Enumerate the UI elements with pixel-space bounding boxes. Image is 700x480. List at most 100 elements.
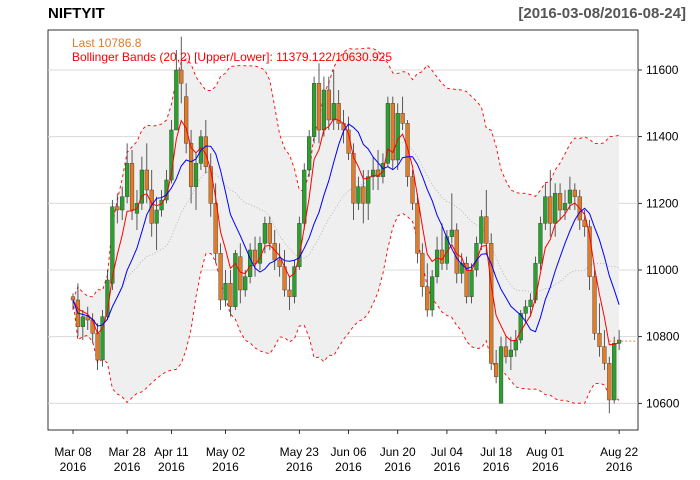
candle-body: [612, 343, 617, 401]
candle-body: [331, 103, 336, 121]
y-tick-label: 10800: [646, 330, 680, 344]
candle-body: [213, 203, 218, 254]
candle-body: [125, 163, 130, 197]
candle-body: [302, 169, 307, 224]
x-tick-year: 2016: [286, 460, 313, 474]
candle-body: [548, 196, 553, 224]
candle-body: [267, 223, 272, 244]
x-tick-year: 2016: [114, 460, 141, 474]
candle-body: [523, 306, 528, 314]
candle-body: [139, 169, 144, 204]
candle-body: [351, 153, 356, 204]
candle-body: [366, 176, 371, 204]
candle-body: [243, 276, 248, 291]
candles: [70, 36, 622, 414]
candle-body: [449, 229, 454, 237]
candle-body: [597, 333, 602, 347]
x-tick-year: 2016: [212, 460, 239, 474]
candle-body: [326, 89, 331, 121]
candle-body: [454, 229, 459, 274]
y-tick-label: 10600: [646, 396, 680, 410]
candle-body: [218, 253, 223, 301]
candle-body: [70, 296, 76, 301]
candle-body: [174, 69, 179, 131]
candle-body: [420, 253, 425, 287]
candle-body: [479, 216, 484, 244]
candle-body: [223, 283, 228, 301]
x-tick-label: May 02: [206, 445, 246, 459]
candle-body: [149, 189, 154, 224]
x-tick-label: Jul 04: [431, 445, 463, 459]
candle-body: [336, 103, 341, 124]
candle-body: [164, 179, 169, 201]
candle-body: [587, 226, 592, 277]
candle-body: [518, 313, 523, 341]
candle-body: [508, 349, 513, 357]
x-tick-year: 2016: [606, 460, 633, 474]
candle-body: [188, 143, 194, 187]
candle-body: [557, 193, 563, 211]
candle-body: [120, 196, 125, 211]
candle-body: [430, 276, 435, 311]
plot-frame: [47, 29, 639, 431]
x-tick-label: Jun 06: [331, 445, 367, 459]
candle-body: [316, 83, 322, 131]
candle-body: [513, 339, 518, 351]
candle-body: [528, 299, 533, 307]
x-tick-label: Aug 22: [600, 445, 638, 459]
candle-body: [307, 136, 312, 171]
y-tick-label: 11600: [646, 63, 679, 77]
candle-body: [562, 203, 568, 211]
candle-body: [371, 169, 376, 177]
candle-body: [444, 236, 450, 264]
candle-body: [179, 69, 184, 84]
candle-body: [85, 316, 90, 321]
candle-body: [395, 113, 400, 161]
candle-body: [538, 223, 543, 264]
bollinger-upper-line: [72, 47, 620, 301]
candle-body: [129, 163, 135, 211]
ema-line: [72, 118, 620, 346]
x-tick-label: Jul 18: [480, 445, 512, 459]
candle-body: [169, 129, 174, 181]
candle-body: [400, 113, 405, 124]
candle-body: [321, 89, 327, 131]
candle-body: [533, 263, 538, 301]
y-tick-label: 11400: [646, 130, 679, 144]
candle-body: [115, 206, 120, 211]
x-tick-year: 2016: [532, 460, 559, 474]
candle-body: [385, 103, 390, 164]
candle-body: [553, 193, 558, 224]
candle-body: [464, 263, 469, 297]
candle-body: [489, 243, 494, 364]
x-tick-label: Mar 28: [108, 445, 146, 459]
legend-bollinger: Bollinger Bands (20,2) [Upper/Lower]: 11…: [72, 50, 392, 64]
candle-body: [572, 189, 577, 197]
x-tick-year: 2016: [434, 460, 461, 474]
x-tick-year: 2016: [483, 460, 510, 474]
candle-body: [277, 259, 282, 267]
candle-body: [144, 169, 149, 191]
candle-body: [361, 186, 366, 204]
x-tick-year: 2016: [60, 460, 87, 474]
candle-body: [110, 206, 115, 284]
candle-body: [592, 276, 597, 334]
candle-body: [262, 223, 267, 244]
bollinger-band-area: [73, 48, 620, 404]
candle-body: [607, 363, 612, 401]
x-tick-label: May 23: [280, 445, 320, 459]
candle-body: [567, 189, 573, 204]
candle-body: [602, 346, 607, 364]
candle-body: [415, 203, 420, 254]
candle-body: [425, 286, 430, 311]
candle-body: [390, 103, 395, 161]
x-tick-year: 2016: [158, 460, 185, 474]
chart-title: NIFTYIT: [48, 5, 105, 22]
y-tick-label: 11000: [646, 263, 679, 277]
candle-body: [228, 283, 233, 307]
candle-body: [494, 363, 499, 377]
candle-body: [311, 83, 317, 137]
x-tick-label: Jun 20: [380, 445, 416, 459]
